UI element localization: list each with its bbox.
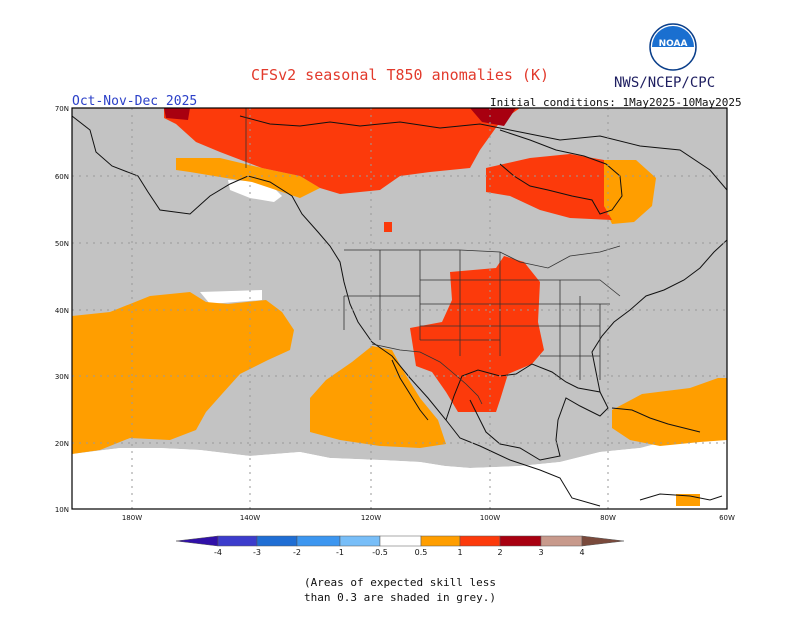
legend-swatches bbox=[175, 535, 625, 547]
anomaly-map: 70N 60N 50N 40N 30N 20N 10N 180W 140W 12… bbox=[55, 105, 735, 522]
white-region-south bbox=[72, 440, 727, 509]
darkred-region-north bbox=[164, 108, 190, 120]
state-lines-east bbox=[540, 279, 621, 380]
red-patch-small bbox=[384, 222, 392, 232]
lat-label: 20N bbox=[55, 440, 69, 448]
legend-label: -0.5 bbox=[372, 548, 388, 557]
lat-label: 30N bbox=[55, 373, 69, 381]
orange-region-pacific bbox=[72, 292, 294, 454]
legend-label: 4 bbox=[579, 548, 584, 557]
svg-text:NOAA: NOAA bbox=[659, 39, 688, 49]
map-border bbox=[71, 107, 728, 510]
lat-label: 40N bbox=[55, 307, 69, 315]
legend-swatch bbox=[459, 535, 501, 547]
legend-swatch bbox=[296, 535, 341, 547]
legend-label: -2 bbox=[293, 548, 301, 557]
legend-label: -1 bbox=[336, 548, 344, 557]
legend-label: -4 bbox=[214, 548, 222, 557]
coastline-gulf bbox=[445, 363, 609, 461]
lon-label: 180W bbox=[122, 514, 142, 522]
lat-label: 10N bbox=[55, 506, 69, 514]
red-region-canada-east bbox=[486, 154, 612, 220]
coastline-arctic bbox=[239, 115, 727, 191]
lon-label: 100W bbox=[480, 514, 500, 522]
orange-region-hudson bbox=[604, 160, 656, 224]
coastline-baja bbox=[391, 359, 429, 421]
coastline-cuba bbox=[611, 407, 701, 433]
legend-swatch bbox=[420, 535, 461, 547]
coastline-hudson bbox=[499, 129, 623, 215]
agency-label: NWS/NCEP/CPC bbox=[614, 75, 716, 91]
legend-swatch bbox=[499, 535, 542, 547]
lat-label: 50N bbox=[55, 240, 69, 248]
legend-swatch bbox=[581, 535, 625, 547]
coastline-east bbox=[591, 239, 727, 393]
legend-label: 3 bbox=[538, 548, 543, 557]
state-lines-west bbox=[343, 250, 421, 340]
legend-swatch bbox=[540, 535, 583, 547]
darkred-region-arctic bbox=[470, 108, 516, 126]
lon-label: 120W bbox=[361, 514, 381, 522]
coastline-alaska bbox=[72, 115, 601, 507]
lon-label: 60W bbox=[719, 514, 735, 522]
legend-label: 1 bbox=[457, 548, 462, 557]
orange-region-caribbean bbox=[612, 378, 727, 446]
map-frame-group bbox=[71, 107, 728, 510]
legend-swatch bbox=[379, 535, 422, 547]
legend-swatch bbox=[217, 535, 258, 547]
noaa-logo-icon: NOAA bbox=[649, 23, 697, 71]
legend-label: -3 bbox=[253, 548, 261, 557]
color-legend: -4 -3 -2 -1 -0.5 0.5 1 2 3 4 bbox=[175, 535, 625, 557]
red-region-central-us bbox=[410, 256, 544, 412]
red-region-north bbox=[164, 108, 520, 194]
chart-title: CFSv2 seasonal T850 anomalies (K) bbox=[250, 66, 549, 84]
footnote-line-1: (Areas of expected skill less bbox=[303, 576, 497, 589]
lat-label: 70N bbox=[55, 105, 69, 113]
state-lines-plains bbox=[420, 250, 540, 356]
legend-swatch bbox=[175, 535, 219, 547]
lon-label: 80W bbox=[600, 514, 616, 522]
legend-label: 2 bbox=[497, 548, 502, 557]
forecast-period: Oct-Nov-Dec 2025 bbox=[72, 94, 198, 109]
coastline-southamerica bbox=[639, 493, 723, 501]
legend-swatch bbox=[339, 535, 381, 547]
initial-conditions: Initial conditions: 1May2025-10May2025 bbox=[490, 96, 742, 109]
legend-label: 0.5 bbox=[415, 548, 428, 557]
orange-region-alaska bbox=[176, 158, 320, 198]
legend-swatch bbox=[256, 535, 298, 547]
footnote-line-2: than 0.3 are shaded in grey.) bbox=[303, 591, 497, 604]
white-patch-pacific bbox=[200, 290, 262, 304]
lon-label: 140W bbox=[240, 514, 260, 522]
lat-label: 60N bbox=[55, 173, 69, 181]
border-us-mexico bbox=[371, 343, 483, 405]
orange-region-mexico-coast bbox=[310, 346, 446, 448]
